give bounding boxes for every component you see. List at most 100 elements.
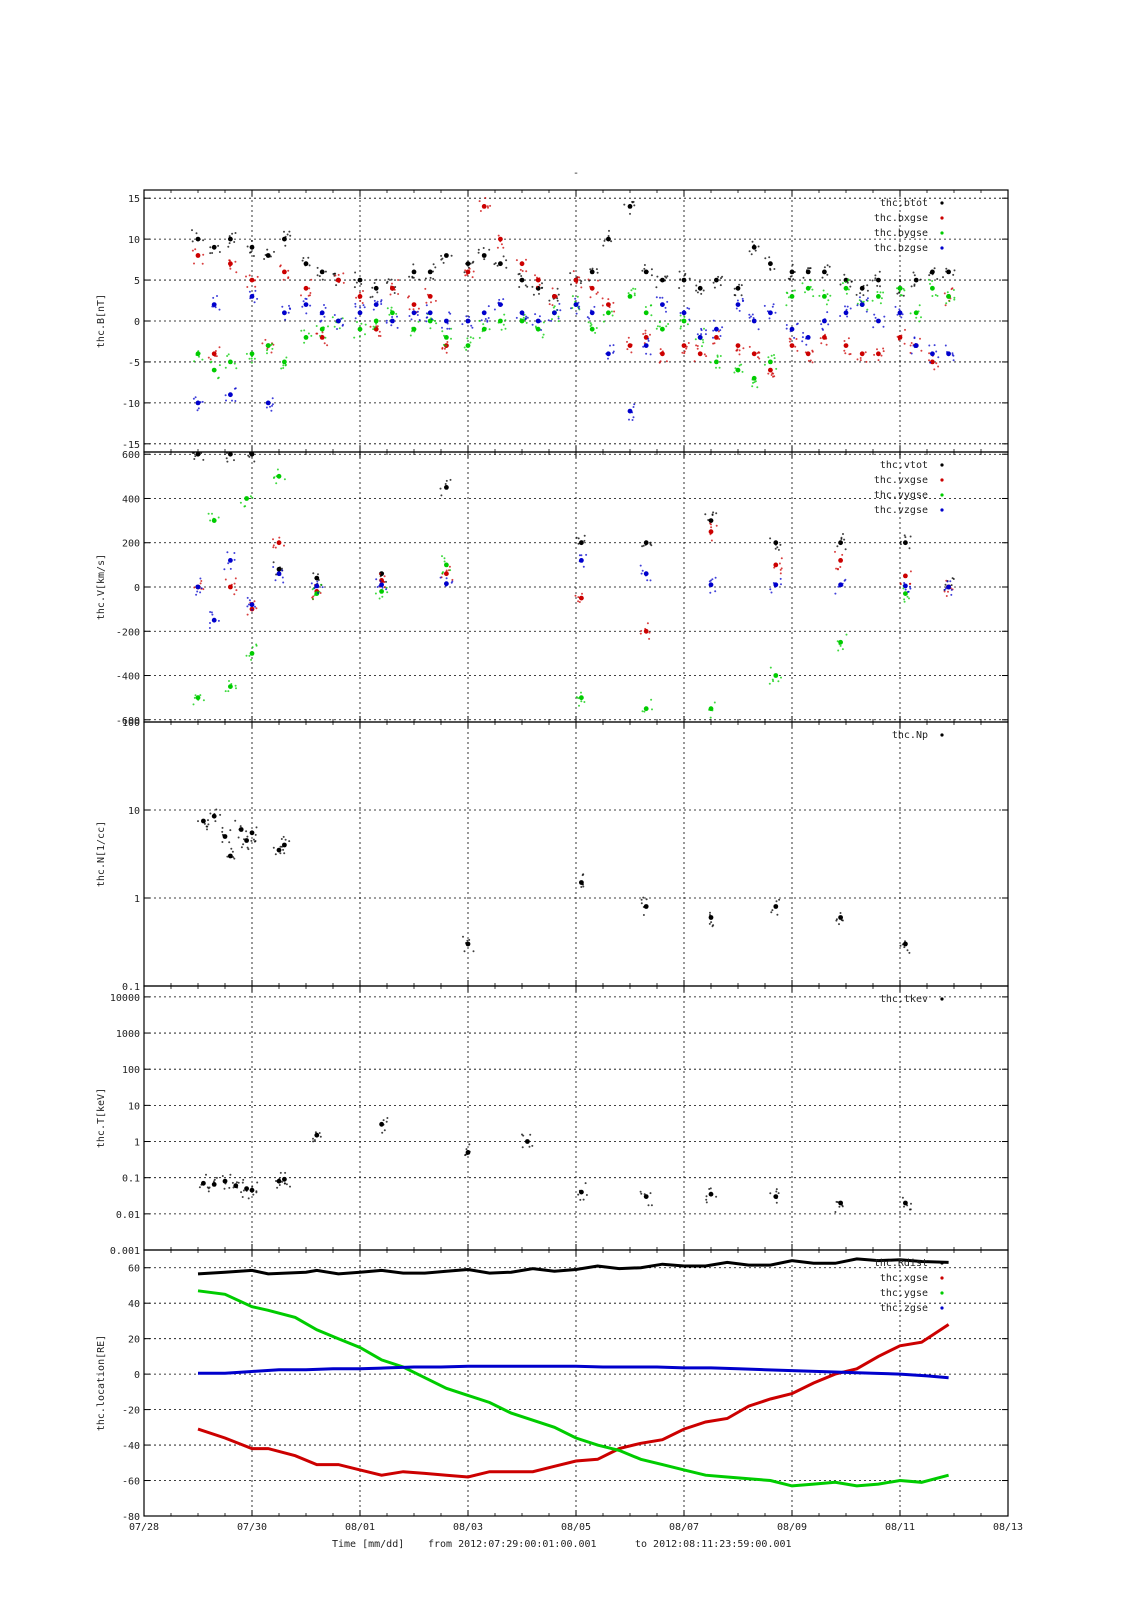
scatter-dot bbox=[822, 289, 825, 292]
scatter-dot bbox=[214, 306, 217, 309]
scatter-dot bbox=[501, 303, 504, 306]
scatter-dot bbox=[945, 267, 948, 270]
scatter-dot bbox=[928, 344, 931, 347]
legend-label: thc.bygse bbox=[874, 228, 928, 239]
scatter-dot bbox=[754, 249, 757, 252]
scatter-dot bbox=[629, 343, 632, 346]
scatter-dot bbox=[224, 366, 227, 369]
legend-label: thc.xgse bbox=[880, 1273, 928, 1284]
scatter-dot bbox=[426, 316, 429, 319]
scatter-dot bbox=[903, 534, 906, 537]
scatter-dot bbox=[283, 852, 286, 855]
scatter-dot bbox=[841, 582, 844, 585]
scatter-dot bbox=[602, 244, 605, 247]
scatter-dot bbox=[236, 1186, 239, 1189]
scatter-dot bbox=[304, 264, 307, 267]
xtick-label: 08/01 bbox=[345, 1522, 375, 1533]
scatter-dot bbox=[693, 360, 696, 363]
scatter-dot bbox=[342, 272, 345, 275]
scatter-dot bbox=[286, 233, 289, 236]
scatter-dot bbox=[326, 344, 329, 347]
scatter-dot bbox=[323, 326, 325, 329]
scatter-dot bbox=[377, 334, 380, 337]
scatter-dot bbox=[719, 335, 722, 337]
xtick-label: 08/11 bbox=[885, 1522, 915, 1533]
data-point bbox=[843, 285, 849, 291]
legend-label: thc.Rdist bbox=[874, 1258, 928, 1269]
scatter-dot bbox=[336, 328, 338, 330]
scatter-dot bbox=[628, 418, 630, 421]
data-point bbox=[519, 261, 525, 267]
scatter-dot bbox=[558, 302, 561, 305]
legend-label: thc.vtot bbox=[880, 460, 928, 471]
scatter-dot bbox=[239, 825, 242, 828]
ytick-label: -5 bbox=[128, 358, 140, 369]
data-point bbox=[379, 582, 384, 588]
scatter-dot bbox=[845, 633, 848, 636]
scatter-dot bbox=[774, 585, 777, 588]
scatter-dot bbox=[497, 302, 500, 305]
data-point bbox=[427, 310, 433, 316]
scatter-dot bbox=[418, 319, 421, 321]
legend-marker bbox=[940, 231, 944, 235]
scatter-dot bbox=[836, 1201, 839, 1204]
data-point bbox=[903, 1200, 908, 1206]
scatter-dot bbox=[385, 321, 388, 324]
scatter-dot bbox=[825, 337, 828, 340]
scatter-dot bbox=[630, 289, 633, 292]
scatter-dot bbox=[255, 1190, 258, 1193]
scatter-dot bbox=[572, 270, 575, 273]
scatter-dot bbox=[751, 378, 754, 381]
scatter-dot bbox=[378, 597, 381, 600]
scatter-dot bbox=[359, 306, 362, 309]
scatter-dot bbox=[713, 286, 716, 289]
scatter-dot bbox=[207, 512, 210, 515]
scatter-dot bbox=[644, 312, 647, 314]
data-point bbox=[573, 302, 579, 307]
data-point bbox=[681, 277, 687, 283]
data-point bbox=[249, 351, 255, 357]
scatter-dot bbox=[659, 296, 661, 299]
scatter-dot bbox=[646, 579, 649, 582]
scatter-dot bbox=[468, 315, 471, 318]
scatter-dot bbox=[555, 295, 558, 298]
scatter-dot bbox=[252, 255, 255, 257]
scatter-dot bbox=[472, 950, 475, 953]
scatter-dot bbox=[897, 338, 900, 341]
panels-group: -15-10-5051015thc.B[nT]thc.btotthc.bxgse… bbox=[96, 189, 1023, 1533]
data-point bbox=[265, 400, 271, 406]
scatter-dot bbox=[202, 699, 205, 702]
scatter-dot bbox=[385, 588, 388, 591]
scatter-dot bbox=[593, 305, 596, 308]
scatter-dot bbox=[703, 327, 705, 330]
scatter-dot bbox=[777, 680, 780, 683]
scatter-dot bbox=[576, 295, 579, 298]
scatter-dot bbox=[266, 347, 269, 350]
scatter-dot bbox=[300, 329, 303, 332]
data-point bbox=[897, 285, 903, 291]
scatter-dot bbox=[769, 261, 772, 264]
data-point bbox=[228, 558, 233, 563]
scatter-dot bbox=[267, 343, 270, 346]
scatter-dot bbox=[432, 277, 435, 280]
scatter-dot bbox=[266, 254, 269, 257]
ytick-label: -400 bbox=[116, 672, 140, 683]
scatter-dot bbox=[443, 347, 446, 350]
scatter-dot bbox=[288, 230, 291, 233]
xtick-label: 08/05 bbox=[561, 1522, 591, 1533]
scatter-dot bbox=[931, 280, 934, 282]
scatter-dot bbox=[321, 331, 324, 334]
scatter-dot bbox=[391, 282, 393, 285]
scatter-dot bbox=[211, 512, 213, 515]
scatter-dot bbox=[445, 351, 448, 354]
scatter-dot bbox=[217, 619, 220, 622]
scatter-dot bbox=[478, 336, 481, 339]
scatter-dot bbox=[649, 333, 651, 336]
data-point bbox=[708, 518, 714, 523]
scatter-dot bbox=[213, 245, 216, 248]
scatter-dot bbox=[353, 286, 356, 289]
scatter-dot bbox=[410, 318, 413, 321]
scatter-dot bbox=[526, 285, 529, 288]
scatter-dot bbox=[655, 327, 658, 330]
ytick-label: -60 bbox=[122, 1477, 140, 1488]
